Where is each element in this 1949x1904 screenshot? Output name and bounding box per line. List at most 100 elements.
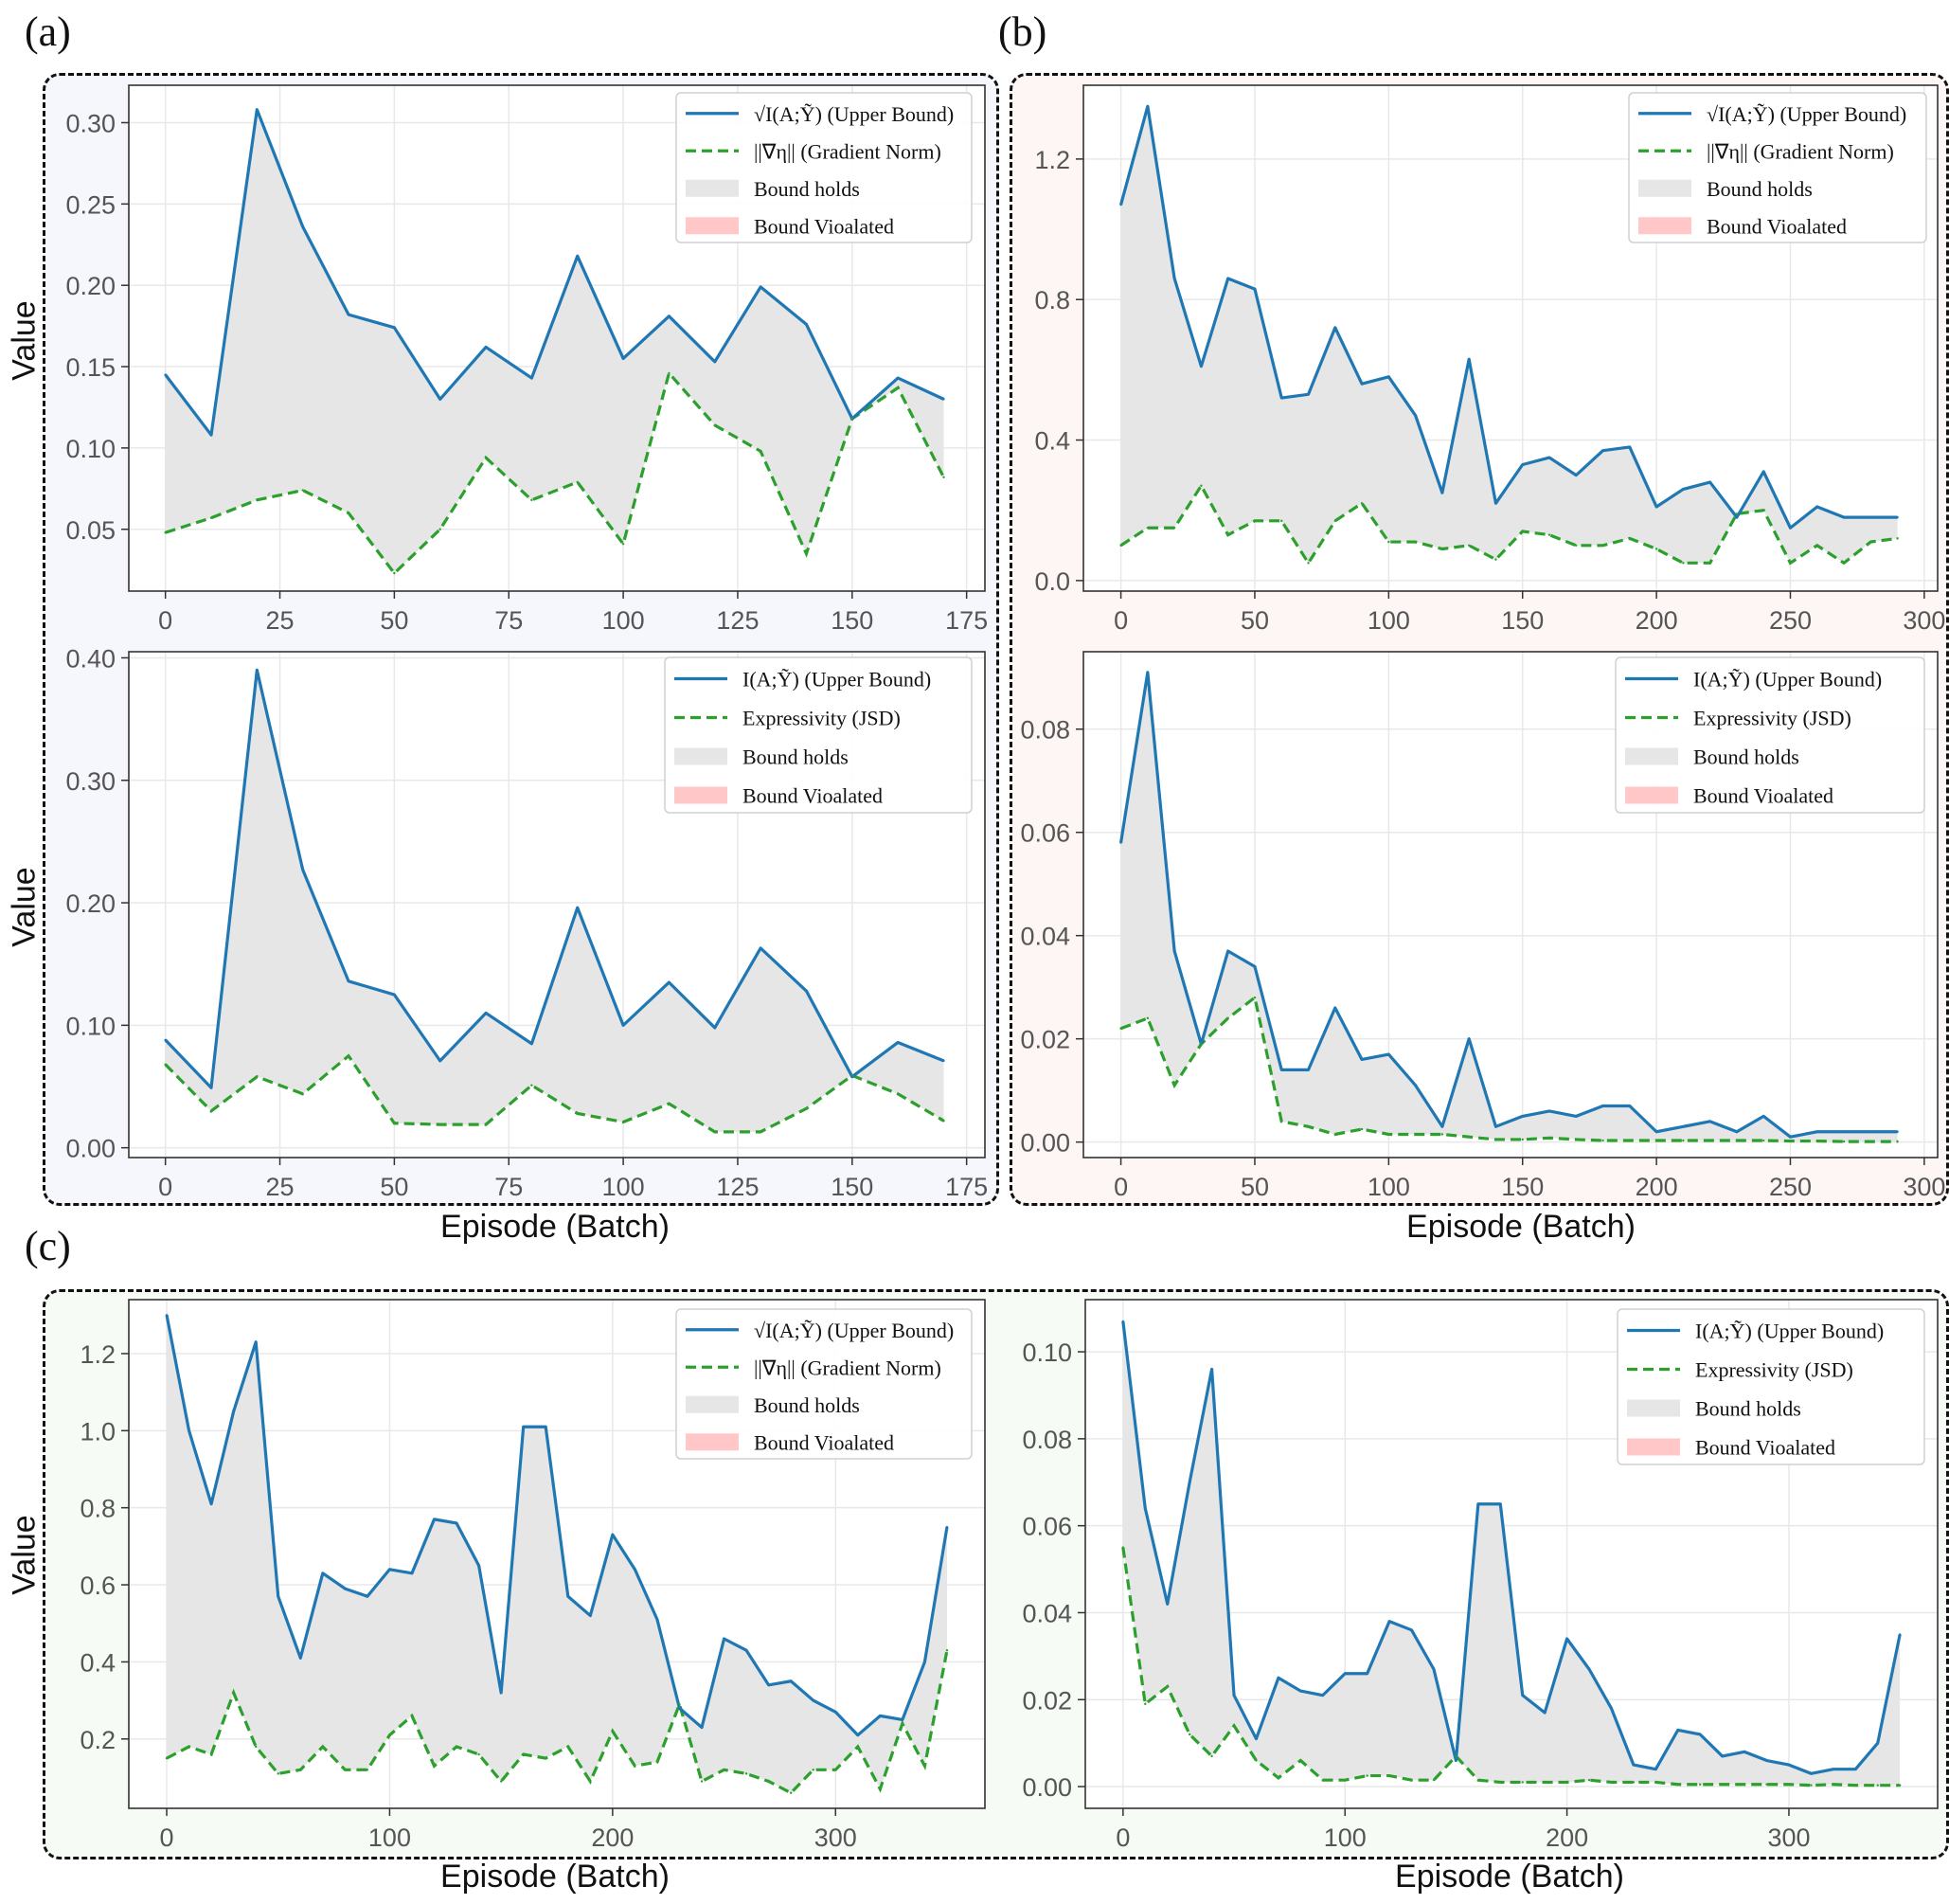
plot-a-top: 0 25 50 75 100 125 150 175 0.05 0.10 0.15 0.20 0.25 0… [65, 84, 988, 635]
upper-point [1119, 203, 1122, 207]
lower-point [634, 1765, 636, 1768]
upper-point [713, 360, 716, 364]
lower-point [945, 1649, 949, 1652]
lower-point [1654, 1781, 1657, 1784]
legend-violated-swatch [674, 786, 727, 804]
upper-point [1521, 1115, 1524, 1118]
plot-frame [1082, 84, 1939, 592]
lower-point [759, 1130, 762, 1134]
upper-point [1815, 1130, 1818, 1133]
lower-point [1708, 1139, 1711, 1142]
lower-point [834, 1769, 837, 1771]
legend-label: Expressivity (JSD) [1695, 1358, 1853, 1382]
upper-point [1765, 1759, 1768, 1762]
upper-point [1565, 1637, 1568, 1641]
lower-point [393, 571, 396, 575]
legend: I(A;Ỹ) (Upper Bound) Expressivity (JSD) Bo… [1617, 1308, 1925, 1465]
legend-holds-swatch [686, 179, 739, 197]
x-tick-label: 0 [158, 606, 172, 635]
upper-point [1387, 375, 1390, 378]
lower-point [1854, 1784, 1857, 1787]
legend-label: Bound holds [754, 177, 860, 201]
x-tick-label: 300 [1767, 1823, 1810, 1852]
lower-point [1307, 1125, 1310, 1128]
lower-point [1172, 1084, 1176, 1087]
y-tick-label: 0.05 [65, 516, 116, 545]
upper-point [545, 1426, 547, 1428]
bound-holds-fill [1122, 1320, 1901, 1786]
lower-point [1762, 1139, 1765, 1142]
lower-point [576, 1112, 579, 1115]
lower-point [1414, 1133, 1417, 1136]
lower-point [1815, 1140, 1818, 1142]
legend-label: Bound holds [1693, 745, 1799, 769]
lower-point [1307, 562, 1310, 565]
upper-point [1440, 491, 1444, 494]
x-tick-label: 200 [591, 1823, 634, 1852]
x-tick-label: 50 [1241, 1173, 1269, 1201]
upper-point [1146, 671, 1150, 674]
upper-point [1166, 1603, 1169, 1606]
lower-point [530, 1084, 533, 1087]
panel-label-c: (c) [25, 1223, 71, 1269]
y-tick-label: 1.0 [80, 1417, 116, 1446]
upper-point [1854, 1768, 1857, 1770]
y-tick-label: 0.10 [65, 435, 116, 463]
lower-point [1455, 1754, 1457, 1758]
series-lower-line [1121, 1547, 1901, 1787]
y-axis-title-a-top: Value [6, 300, 43, 381]
x-tick-label: 50 [380, 606, 408, 635]
y-axis-title-a-bottom: Value [6, 867, 43, 947]
lower-point [1467, 1136, 1471, 1139]
upper-point [1682, 488, 1685, 491]
lower-point [896, 1092, 900, 1095]
lower-point [321, 1745, 325, 1749]
lower-point [1414, 540, 1417, 544]
series-lower-line [164, 1053, 945, 1134]
legend-label: Bound Vioalated [1695, 1436, 1835, 1460]
y-tick-label: 0.2 [80, 1726, 116, 1754]
plot-b-top: 0 50 100 150 200 250 300 0.0 0.4 0.8 1.2 √I(A;Ỹ) (U… [1034, 84, 1945, 635]
lower-point [744, 1772, 748, 1775]
lower-point [678, 1702, 681, 1706]
lower-point [856, 1745, 860, 1749]
upper-point [256, 108, 259, 111]
lower-point [576, 480, 579, 484]
x-tick-label: 300 [1903, 1173, 1945, 1201]
upper-point [164, 1038, 167, 1042]
lower-point [1565, 1781, 1568, 1784]
panel-label-b: (b) [998, 9, 1047, 55]
lower-point [1333, 519, 1336, 523]
lower-point [209, 1752, 213, 1756]
upper-point [789, 1679, 793, 1682]
lower-point [1521, 1781, 1524, 1784]
legend-label: Expressivity (JSD) [742, 707, 901, 730]
upper-point [1146, 105, 1150, 108]
plot-frame [128, 651, 986, 1159]
x-tick-label: 250 [1769, 1173, 1812, 1201]
lower-point [1765, 1783, 1768, 1786]
upper-point [1708, 480, 1711, 484]
lower-point [1387, 540, 1390, 544]
upper-point [1387, 1052, 1390, 1056]
upper-point [621, 357, 625, 360]
x-axis-title-c-right: Episode (Batch) [1395, 1859, 1624, 1895]
bound-holds-fill [167, 1315, 947, 1793]
y-tick-label: 0.15 [65, 353, 116, 382]
lower-point [433, 1765, 436, 1768]
lower-point [344, 1769, 347, 1771]
series-upper-line [1121, 1320, 1902, 1775]
x-axis-title-a: Episode (Batch) [440, 1209, 670, 1245]
legend-label: Bound Vioalated [1707, 214, 1847, 238]
upper-point [1360, 383, 1364, 386]
x-tick-label: 300 [1903, 606, 1945, 635]
upper-point [945, 1525, 949, 1529]
lower-point [942, 476, 945, 479]
upper-point [1455, 1759, 1457, 1762]
lower-point [713, 1130, 716, 1134]
lower-point [1144, 1702, 1147, 1706]
lower-point [1226, 533, 1229, 536]
upper-point [301, 225, 304, 228]
upper-point [347, 979, 350, 983]
lower-point [789, 1791, 793, 1794]
